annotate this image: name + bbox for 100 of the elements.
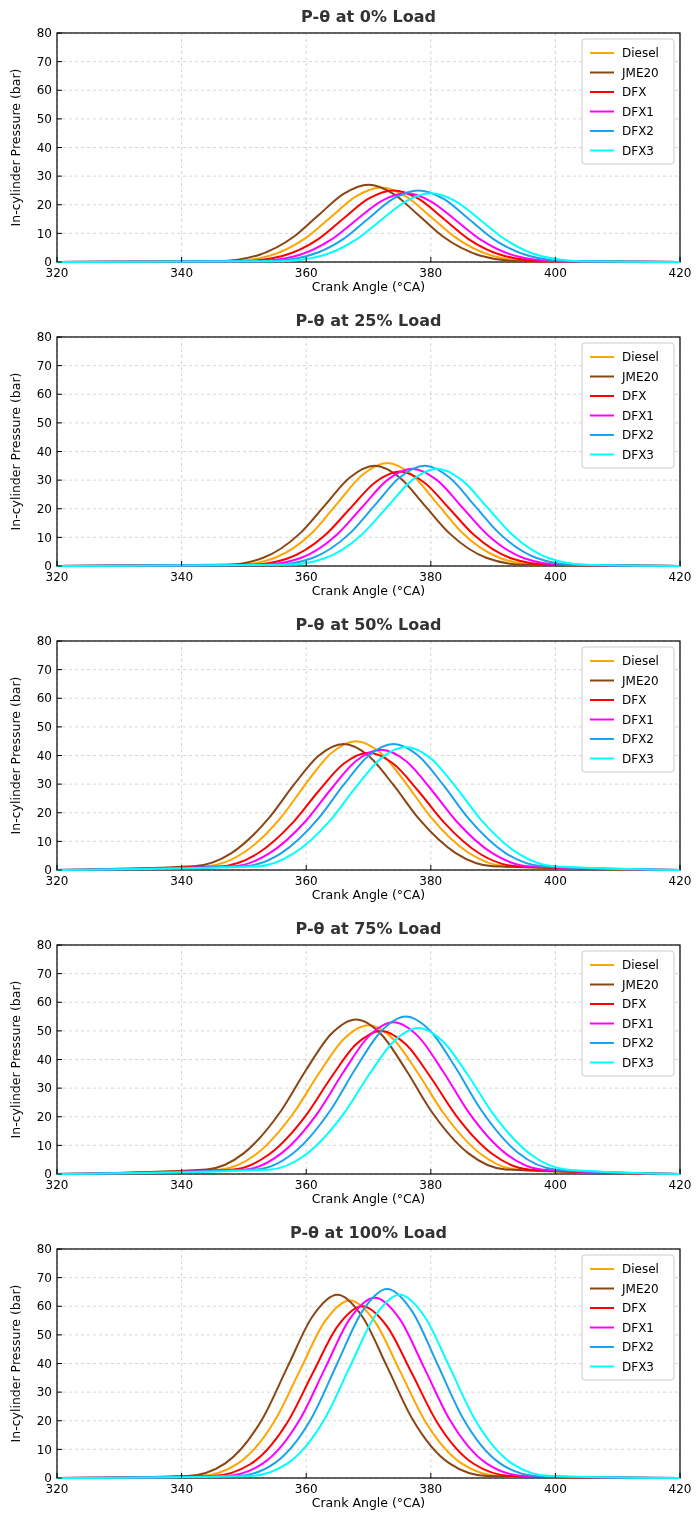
y-tick-label: 40 [36,140,52,155]
y-tick-label: 10 [36,1442,52,1457]
x-tick-label: 420 [668,1482,692,1496]
legend-label: DFX [622,1301,647,1316]
x-tick-label: 400 [543,266,567,280]
y-axis-title: In-cylinder Pressure (bar) [8,676,23,835]
x-tick-label: 400 [543,1482,567,1496]
y-tick-label: 50 [36,1328,52,1343]
x-tick-label: 400 [543,1178,567,1192]
x-tick-label: 320 [45,266,69,280]
x-tick-label: 380 [419,1178,443,1192]
x-tick-label: 420 [668,874,692,888]
legend-label: JME20 [621,1281,659,1296]
x-tick-label: 380 [419,570,443,584]
y-tick-label: 70 [36,966,52,981]
x-tick-label: 340 [170,1482,194,1496]
y-tick-label: 10 [36,226,52,241]
legend-label: DFX [622,85,647,100]
x-tick-label: 420 [668,570,692,584]
legend-label: Diesel [622,46,659,61]
chart-title: P-θ at 50% Load [295,615,442,634]
legend-label: DFX2 [622,1340,654,1355]
x-tick-label: 380 [419,1482,443,1496]
y-tick-label: 60 [36,995,52,1010]
y-tick-label: 30 [36,473,52,488]
y-tick-label: 50 [36,720,52,735]
y-tick-label: 70 [36,662,52,677]
y-tick-label: 60 [36,387,52,402]
y-tick-label: 40 [36,444,52,459]
y-axis-title: In-cylinder Pressure (bar) [8,1284,23,1443]
y-tick-label: 50 [36,416,52,431]
x-tick-label: 340 [170,266,194,280]
y-axis-title: In-cylinder Pressure (bar) [8,372,23,531]
legend-label: DFX2 [622,428,654,443]
x-axis-title: Crank Angle (°CA) [311,1191,426,1206]
legend-label: DFX [622,997,647,1012]
x-tick-label: 320 [45,1178,69,1192]
x-axis-title: Crank Angle (°CA) [311,887,426,902]
legend-label: Diesel [622,958,659,973]
legend-label: JME20 [621,369,659,384]
y-tick-label: 10 [36,834,52,849]
y-tick-label: 10 [36,1138,52,1153]
legend-label: JME20 [621,977,659,992]
x-tick-label: 340 [170,1178,194,1192]
x-tick-label: 420 [668,1178,692,1192]
y-tick-label: 20 [36,1413,52,1428]
y-tick-label: 20 [36,805,52,820]
legend-label: Diesel [622,1262,659,1277]
legend-label: DFX [622,693,647,708]
y-axis-title: In-cylinder Pressure (bar) [8,68,23,227]
x-tick-label: 360 [294,874,318,888]
legend-label: DFX2 [622,732,654,747]
legend-label: DFX [622,389,647,404]
chart-title: P-θ at 0% Load [301,7,436,26]
legend-label: Diesel [622,350,659,365]
y-tick-label: 30 [36,1081,52,1096]
legend-label: DFX1 [622,712,654,727]
chart-title: P-θ at 100% Load [289,1223,448,1242]
y-tick-label: 20 [36,197,52,212]
y-tick-label: 20 [36,501,52,516]
x-tick-label: 340 [170,874,194,888]
legend-label: DFX1 [622,1016,654,1031]
legend-label: Diesel [622,654,659,669]
legend-label: DFX1 [622,104,654,119]
y-tick-label: 30 [36,777,52,792]
y-tick-label: 70 [36,1270,52,1285]
legend-label: DFX3 [622,1055,654,1070]
y-tick-label: 30 [36,1385,52,1400]
y-tick-label: 80 [36,1242,52,1257]
legend-label: DFX3 [622,751,654,766]
y-axis-title: In-cylinder Pressure (bar) [8,980,23,1139]
y-tick-label: 80 [36,634,52,649]
y-tick-label: 50 [36,112,52,127]
legend-label: DFX2 [622,1036,654,1051]
x-tick-label: 360 [294,266,318,280]
y-tick-label: 80 [36,938,52,953]
y-tick-label: 30 [36,169,52,184]
y-tick-label: 70 [36,54,52,69]
x-axis-title: Crank Angle (°CA) [311,1495,426,1510]
y-tick-label: 60 [36,1299,52,1314]
y-tick-label: 80 [36,330,52,345]
legend-label: DFX3 [622,447,654,462]
x-tick-label: 320 [45,1482,69,1496]
x-tick-label: 320 [45,570,69,584]
legend-label: JME20 [621,65,659,80]
x-axis-title: Crank Angle (°CA) [311,279,426,294]
x-tick-label: 320 [45,874,69,888]
x-tick-label: 400 [543,570,567,584]
legend-label: JME20 [621,673,659,688]
x-axis-title: Crank Angle (°CA) [311,583,426,598]
x-tick-label: 340 [170,570,194,584]
legend-label: DFX1 [622,408,654,423]
x-tick-label: 360 [294,1178,318,1192]
y-tick-label: 70 [36,358,52,373]
y-tick-label: 50 [36,1024,52,1039]
x-tick-label: 420 [668,266,692,280]
x-tick-label: 400 [543,874,567,888]
y-tick-label: 80 [36,26,52,41]
x-tick-label: 360 [294,1482,318,1496]
y-tick-label: 40 [36,1052,52,1067]
